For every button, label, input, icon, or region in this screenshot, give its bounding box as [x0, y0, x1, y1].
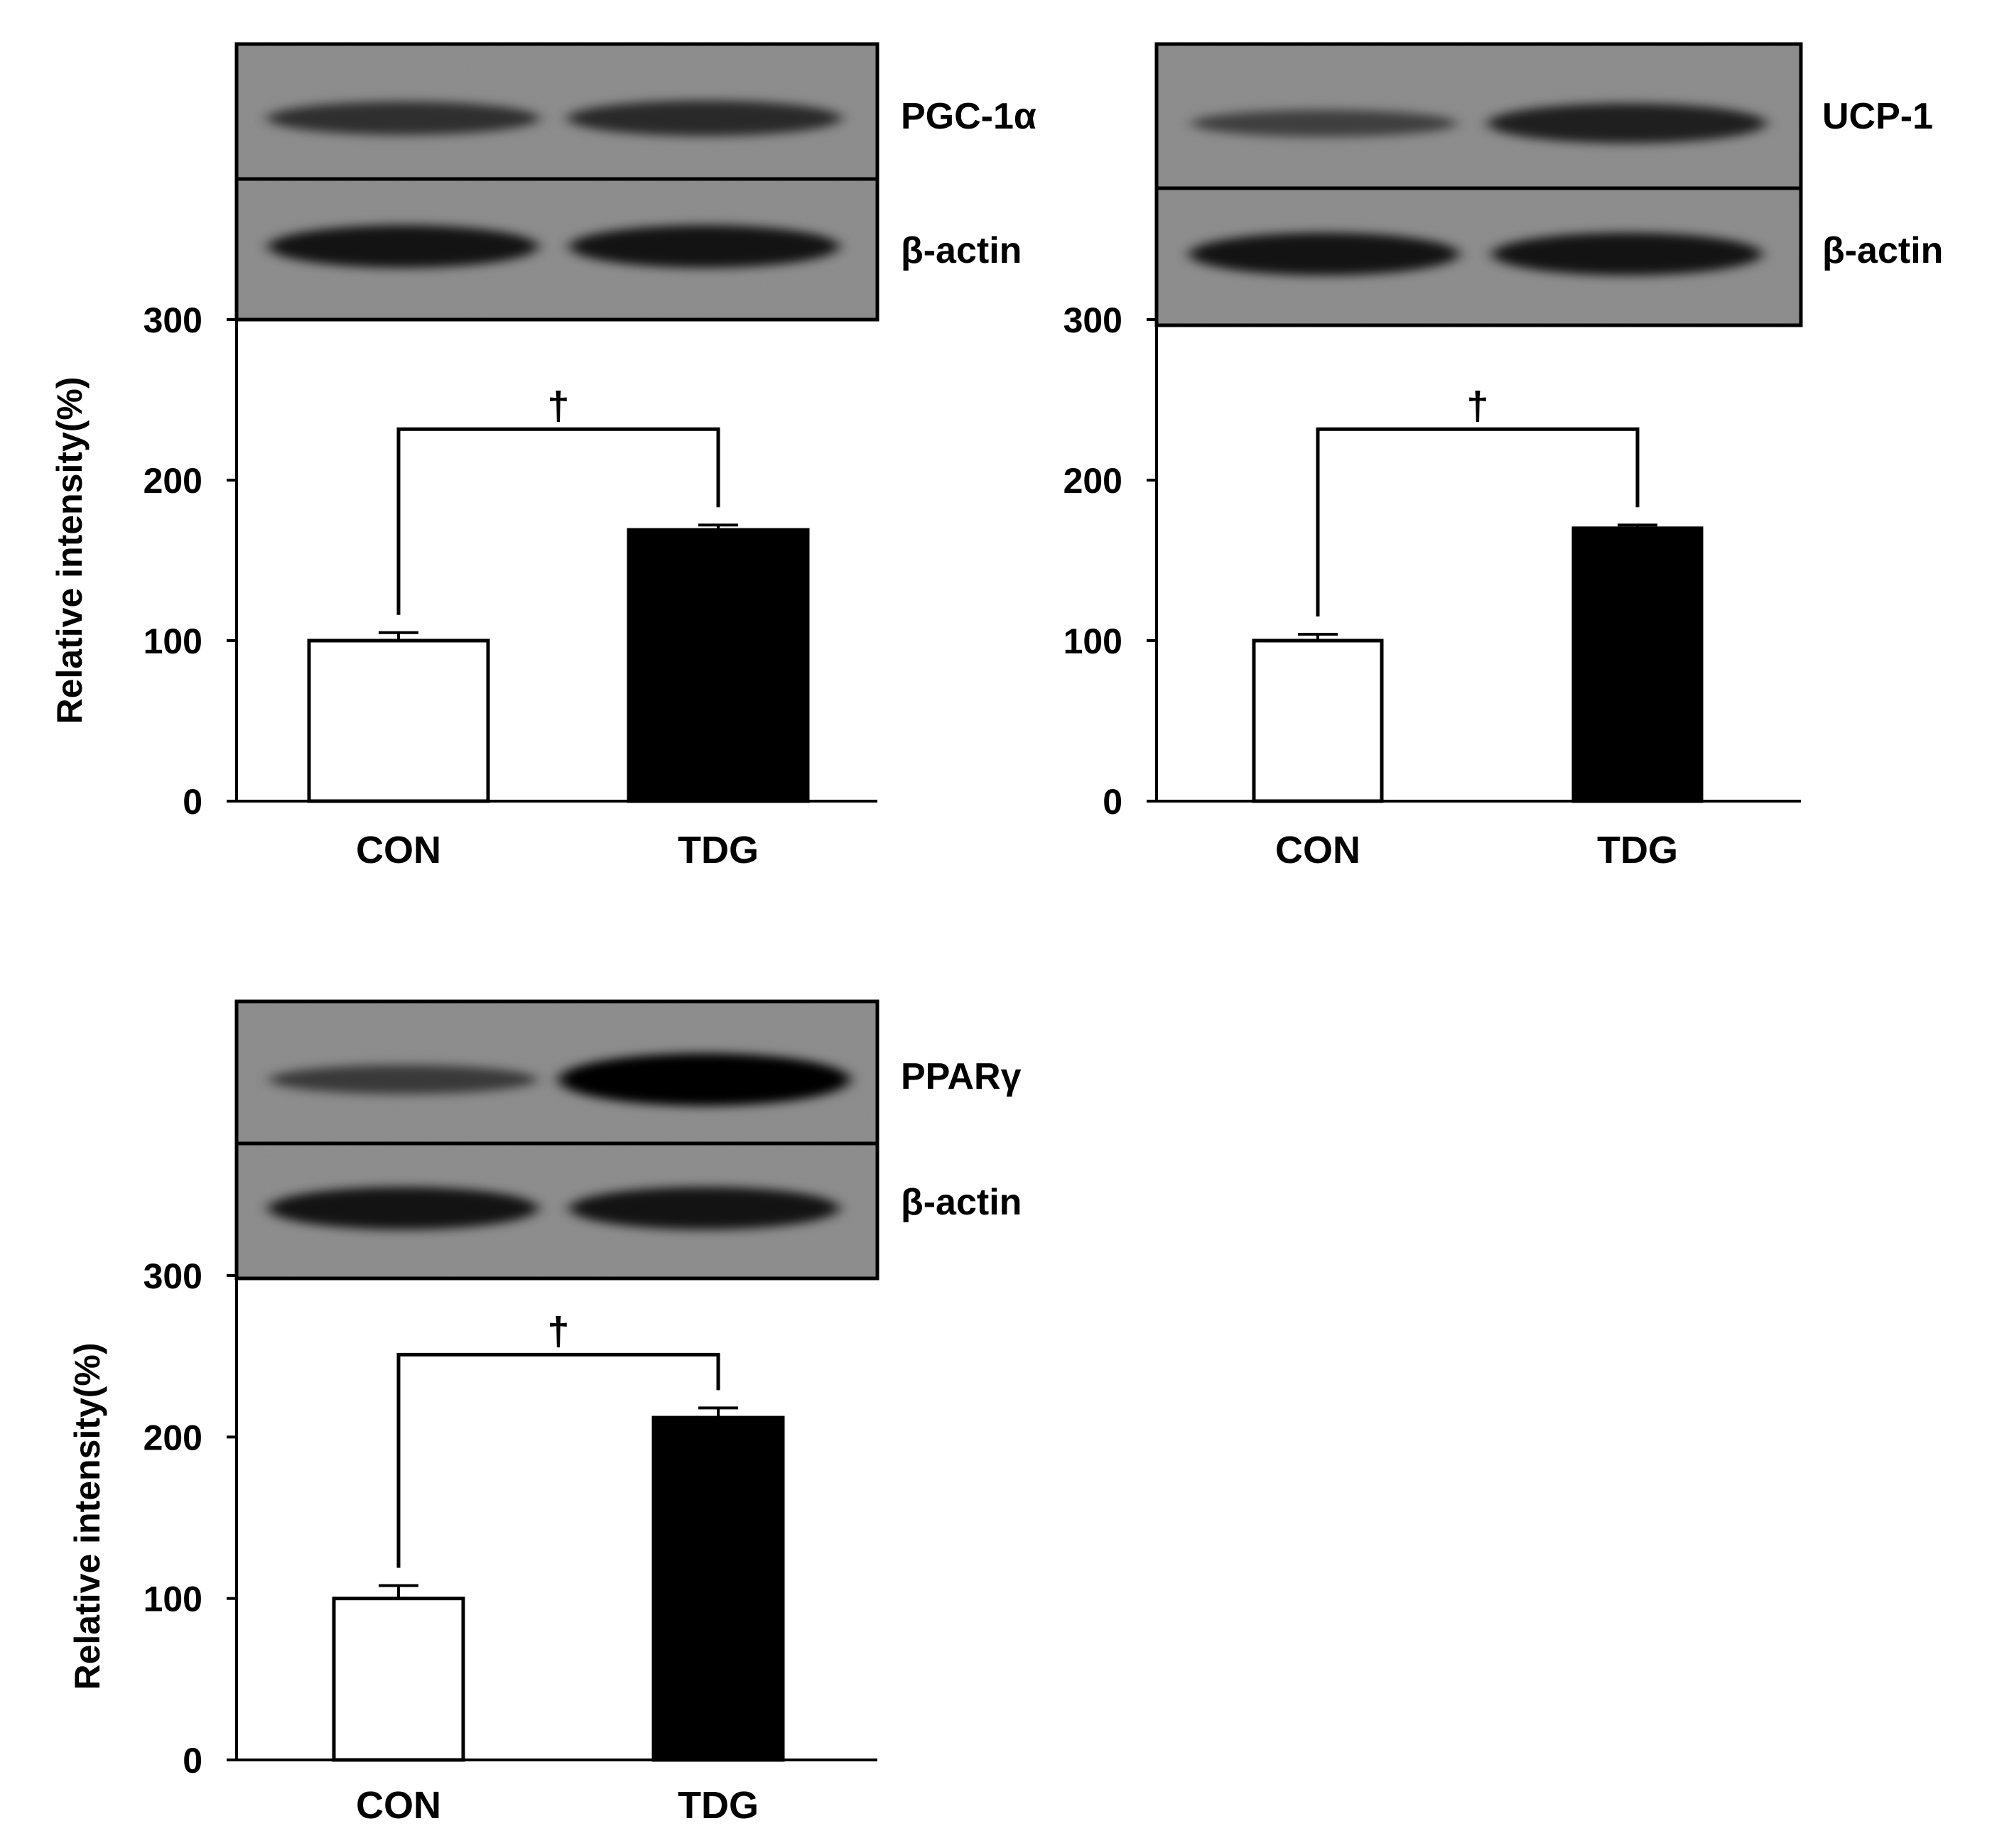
actin-label: β-actin — [901, 1182, 1022, 1223]
actin-band-tdg — [1492, 232, 1763, 276]
y-tick-label: 200 — [1063, 461, 1122, 501]
chart-panel-2: UCP-1 β-actin 0 100 200 300 CON TDG † — [1063, 42, 1943, 871]
significance-marker: † — [547, 383, 569, 428]
category-label-tdg: TDG — [1597, 829, 1678, 871]
blot-frame — [234, 42, 879, 322]
y-tick-label: 300 — [1063, 300, 1122, 340]
actin-band-tdg — [569, 1187, 840, 1230]
target-band-tdg — [567, 100, 842, 136]
blot-texture — [237, 1001, 877, 1278]
chart-panel-1: PGC-1α β-actin 0 100 200 300 Relative intensit… — [50, 42, 1036, 871]
category-label-con: CON — [1275, 829, 1360, 871]
blot-texture — [237, 44, 877, 320]
protein-label: PGC-1α — [901, 96, 1036, 137]
bar-con — [307, 638, 490, 803]
actin-band-tdg — [569, 225, 840, 268]
target-band-con — [267, 102, 540, 135]
y-axis-label: Relative intensity(%) — [50, 376, 90, 724]
category-label-con: CON — [356, 1784, 441, 1827]
protein-label: PPARγ — [901, 1056, 1022, 1097]
category-label-con: CON — [356, 829, 441, 871]
y-tick-label: 0 — [1103, 782, 1122, 822]
bar-tdg — [1571, 526, 1704, 803]
bar-con — [332, 1597, 465, 1762]
significance-marker: † — [547, 1308, 569, 1353]
y-tick-label: 100 — [144, 1580, 202, 1619]
y-tick-label: 0 — [183, 782, 202, 822]
actin-band-con — [1189, 232, 1459, 276]
actin-band-con — [268, 225, 538, 268]
protein-label: UCP-1 — [1822, 96, 1933, 137]
chart-panel-3: PPARγ β-actin 0 100 200 300 Relative intensity… — [67, 999, 1022, 1827]
y-tick-label: 0 — [183, 1741, 202, 1781]
blot-frame — [1154, 42, 1803, 327]
bar-tdg — [627, 528, 810, 803]
target-band-con — [269, 1065, 538, 1094]
y-axis-label: Relative intensity(%) — [67, 1342, 107, 1690]
significance-bracket — [1316, 427, 1640, 616]
y-tick-label: 100 — [144, 621, 202, 661]
category-label-tdg: TDG — [678, 1784, 759, 1827]
actin-label: β-actin — [1822, 230, 1943, 271]
bar-con — [1252, 638, 1384, 803]
actin-band-con — [268, 1187, 538, 1230]
y-tick-label: 100 — [1063, 621, 1122, 661]
y-tick-label: 300 — [144, 300, 202, 340]
blot-frame — [234, 999, 879, 1281]
y-tick-label: 200 — [144, 1418, 202, 1457]
western-blot-image — [234, 42, 879, 322]
category-label-tdg: TDG — [678, 829, 759, 871]
target-band-con — [1191, 109, 1457, 137]
y-tick-label: 200 — [144, 461, 202, 501]
bar-tdg — [651, 1415, 785, 1762]
significance-bracket — [396, 427, 720, 615]
western-blot-image — [234, 999, 879, 1281]
western-blot-image — [1154, 42, 1803, 327]
actin-label: β-actin — [901, 230, 1022, 271]
y-tick-label: 300 — [144, 1256, 202, 1296]
blot-texture — [1157, 44, 1801, 325]
significance-marker: † — [1466, 383, 1488, 428]
target-band-tdg — [558, 1053, 850, 1106]
target-band-tdg — [1488, 103, 1767, 143]
significance-bracket — [396, 1352, 720, 1568]
